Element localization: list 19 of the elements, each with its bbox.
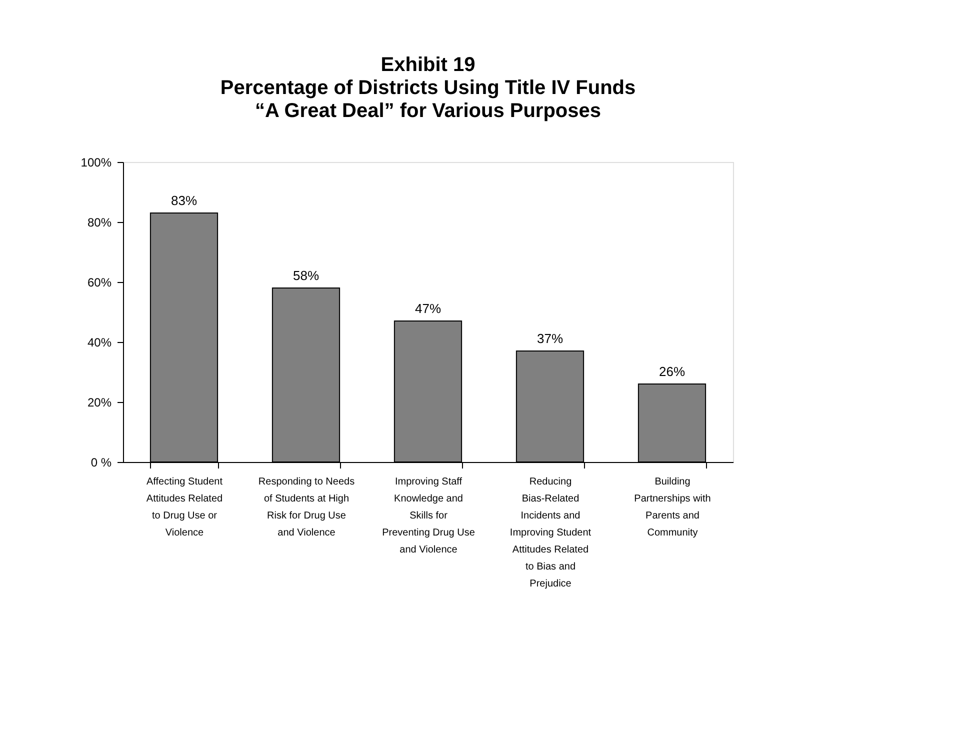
x-tick-label: Affecting Student Attitudes Related to Drug Use or Violence: [146, 476, 223, 538]
data-label: 26%: [658, 364, 686, 379]
text: Percentage of Districts Using Title IV Funds: [220, 77, 636, 99]
y-tick-label: 40%: [87, 336, 112, 350]
x-tick-label: Responding to Needs of Students at High Risk for Drug Use and Violence: [258, 476, 355, 538]
x-tick-label: Improving Staff Knowledge and Skills for Preventing Drug Use and Violence: [382, 476, 476, 556]
text: Exhibit 19: [380, 54, 476, 76]
x-tick-label: Reducing Bias-Related Incidents and Improving Student Attitudes Related to Bias and Prejudice: [510, 476, 592, 590]
y-tick-label: 0 %: [90, 456, 112, 470]
y-tick-label: 80%: [87, 216, 112, 230]
y-tick-label: 20%: [87, 396, 112, 410]
data-label: 58%: [292, 268, 320, 283]
y-tick-label: 60%: [87, 276, 112, 290]
data-label: 83%: [170, 193, 198, 208]
text: “A Great Deal” for Various Purposes: [254, 100, 602, 122]
data-label: 47%: [414, 301, 442, 316]
y-tick-label: 100%: [80, 156, 112, 170]
data-label: 37%: [536, 331, 564, 346]
x-tick-label: Building Partnerships with Parents and Community: [634, 476, 711, 538]
